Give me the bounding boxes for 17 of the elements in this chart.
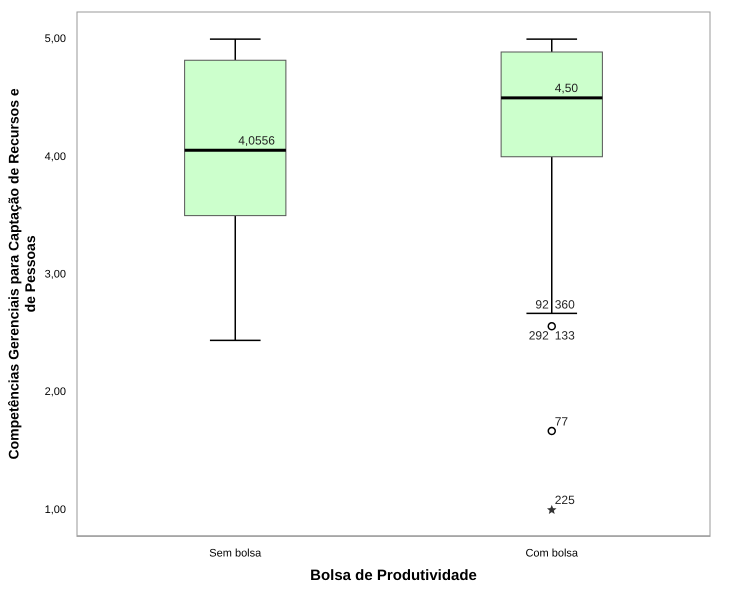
annotation: 292 xyxy=(528,328,550,343)
y-tick-label: 4,00 xyxy=(44,150,66,163)
annotation: 92 xyxy=(535,298,550,312)
annotation: 225 xyxy=(554,493,576,508)
y-tick-label: 2,00 xyxy=(44,386,66,398)
y-tick-label: 5,00 xyxy=(44,33,66,46)
annotation: 77 xyxy=(554,414,568,428)
y-tick-label: 1,00 xyxy=(44,504,66,516)
y-axis-title: Competências Gerenciais para Captação de Recursos e de Pessoas xyxy=(5,88,38,460)
x-tick-label: Sem bolsa xyxy=(209,547,262,560)
annotation: 360 xyxy=(554,298,576,312)
annotation: 4,0556 xyxy=(238,134,276,148)
x-tick-label: Com bolsa xyxy=(525,547,579,560)
annotation: 133 xyxy=(554,328,576,343)
y-tick-label: 3,00 xyxy=(44,268,66,281)
annotation: 4,50 xyxy=(554,81,578,96)
x-axis-title: Bolsa de Produtividade xyxy=(310,567,477,584)
